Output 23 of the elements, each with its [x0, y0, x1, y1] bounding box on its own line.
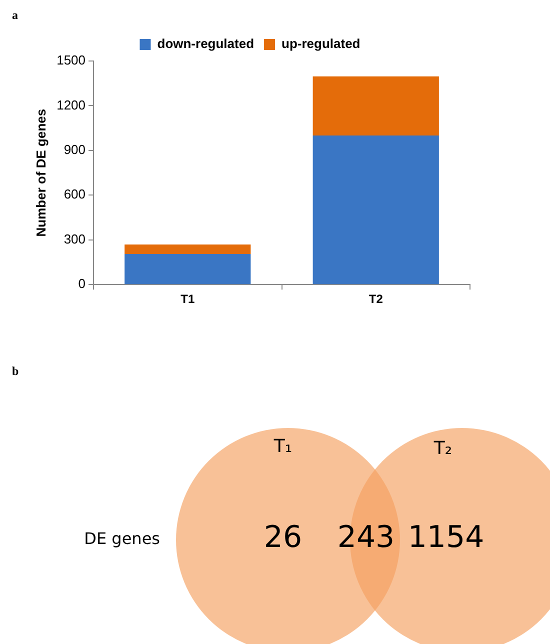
chart-title: a	[12, 8, 18, 23]
y-tick-label: 1200	[56, 97, 86, 112]
data-label: 243	[337, 520, 395, 555]
y-tick-label: 600	[64, 186, 86, 202]
legend-label: down-regulated	[157, 36, 254, 52]
bar	[124, 244, 251, 254]
y-tick-label: 0	[78, 276, 86, 292]
data-label: 1154	[408, 520, 484, 555]
bar	[124, 254, 251, 284]
text: DE genes	[84, 529, 160, 548]
category-label: T₁	[274, 436, 292, 457]
bar	[312, 76, 439, 136]
data-label: 26	[264, 520, 302, 555]
x-tick-label: T1	[180, 292, 195, 306]
category-label: T₂	[434, 438, 452, 459]
bar	[312, 136, 439, 284]
y-axis-title: Number of DE genes	[33, 108, 48, 237]
y-tick-label: 300	[64, 231, 86, 246]
y-tick-label: 1500	[56, 52, 86, 68]
text: b	[12, 364, 19, 379]
legend-label: up-regulated	[282, 36, 360, 52]
x-tick-label: T2	[368, 292, 384, 306]
y-tick-label: 900	[64, 142, 86, 158]
